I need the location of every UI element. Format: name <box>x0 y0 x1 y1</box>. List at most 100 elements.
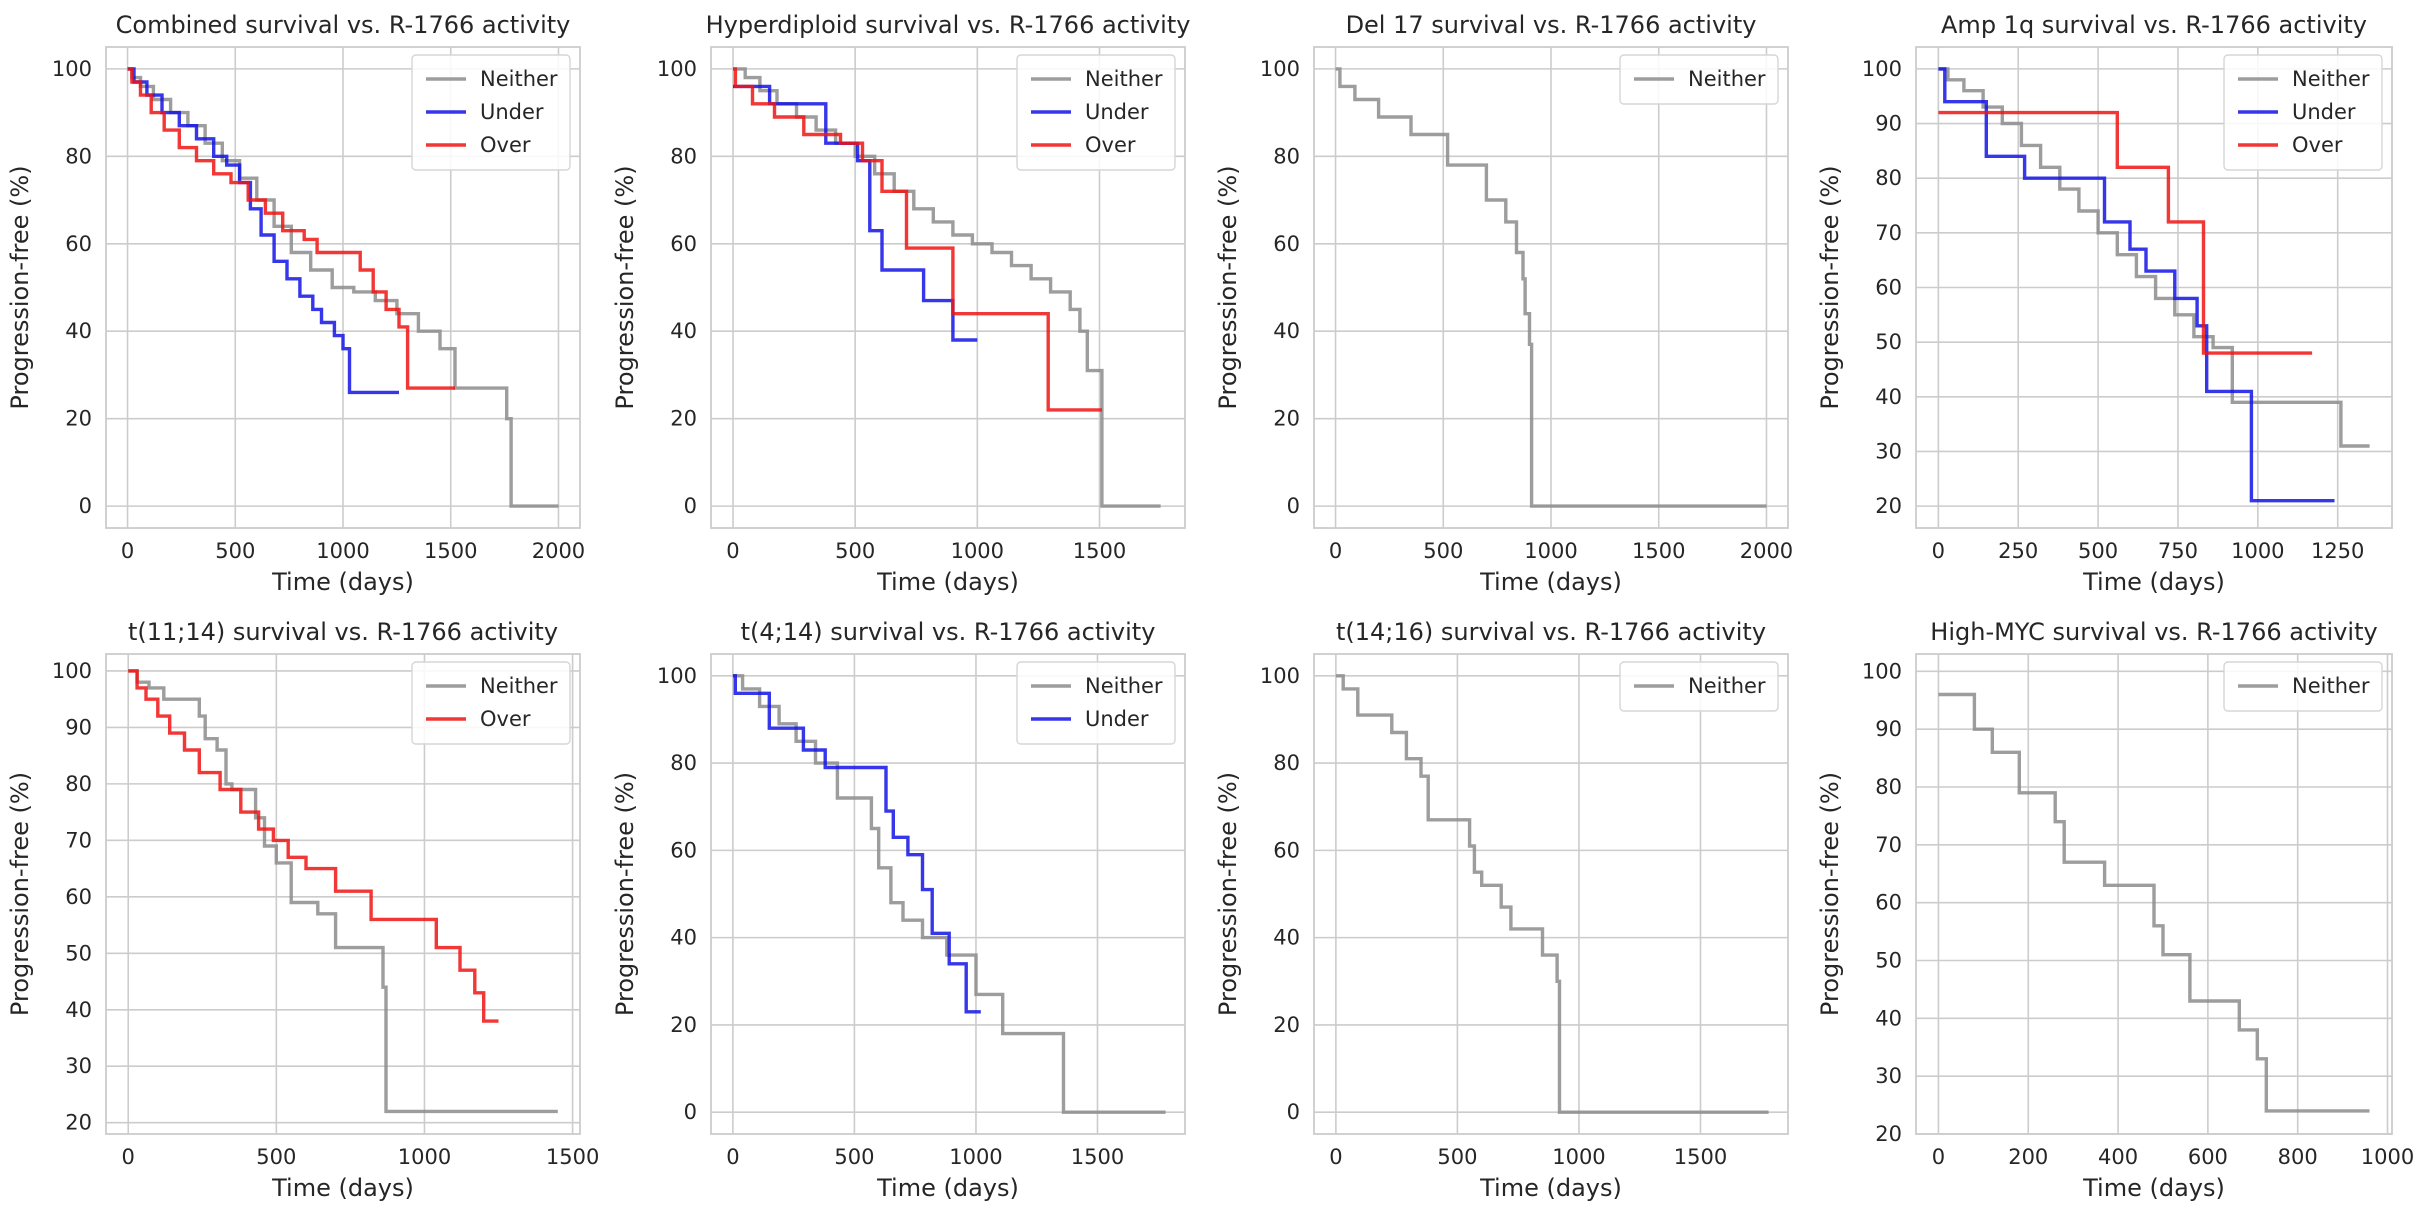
y-tick-label: 20 <box>1875 1122 1902 1146</box>
y-tick-label: 60 <box>1875 276 1902 300</box>
x-tick-label: 1500 <box>546 1145 599 1169</box>
y-tick-label: 60 <box>670 232 697 256</box>
x-axis-label: Time (days) <box>271 568 414 596</box>
y-tick-label: 60 <box>670 838 697 862</box>
x-axis-label: Time (days) <box>1479 1174 1622 1202</box>
plot-frame <box>1313 46 1789 529</box>
legend: Neither <box>2223 661 2383 712</box>
y-tick-label: 40 <box>1875 385 1902 409</box>
x-tick-label: 1500 <box>1632 539 1685 563</box>
x-tick-label: 500 <box>835 539 875 563</box>
legend-label: Neither <box>2292 67 2370 91</box>
x-tick-label: 800 <box>2278 1145 2318 1169</box>
x-axis-label: Time (days) <box>1479 568 1622 596</box>
x-tick-label: 0 <box>1329 1145 1342 1169</box>
y-tick-label: 80 <box>65 772 92 796</box>
y-tick-label: 40 <box>1875 1006 1902 1030</box>
y-tick-label: 20 <box>670 407 697 431</box>
y-axis-label: Progression-free (%) <box>1214 772 1242 1016</box>
panel-title: Del 17 survival vs. R-1766 activity <box>1346 11 1757 39</box>
y-tick-label: 0 <box>1287 1100 1300 1124</box>
panel-title: High-MYC survival vs. R-1766 activity <box>1930 618 2377 646</box>
legend: Neither <box>1619 661 1779 712</box>
legend: Neither Under Over <box>411 54 571 171</box>
x-tick-label: 1000 <box>398 1145 451 1169</box>
y-tick-label: 80 <box>65 144 92 168</box>
y-tick-label: 0 <box>684 1100 697 1124</box>
legend-box <box>1619 661 1779 712</box>
x-tick-label: 500 <box>215 539 255 563</box>
y-tick-label: 30 <box>65 1054 92 1078</box>
y-tick-label: 70 <box>1875 221 1902 245</box>
series-line-under <box>1938 67 2335 503</box>
x-tick-label: 1500 <box>424 539 477 563</box>
panel-5: 0 500 1000 1500 20 30 40 50 60 70 80 90 100 t(11;14) … <box>6 618 599 1202</box>
panel-4: 0 250 500 750 1000 1250 20 30 40 50 60 70 80 90 100 Amp… <box>1816 11 2393 596</box>
x-tick-label: 500 <box>1437 1145 1477 1169</box>
x-tick-label: 400 <box>2098 1145 2138 1169</box>
y-tick-label: 20 <box>1273 1013 1300 1037</box>
x-tick-label: 1000 <box>2361 1145 2414 1169</box>
plot-frame <box>105 46 581 529</box>
y-tick-label: 100 <box>657 664 697 688</box>
y-tick-label: 80 <box>670 751 697 775</box>
y-axis-label: Progression-free (%) <box>1816 772 1844 1016</box>
legend-label: Over <box>480 133 531 157</box>
y-tick-label: 60 <box>65 885 92 909</box>
x-tick-label: 1500 <box>1674 1145 1727 1169</box>
x-tick-label: 2000 <box>532 539 585 563</box>
legend-label: Neither <box>1085 674 1163 698</box>
panel-title: Amp 1q survival vs. R-1766 activity <box>1941 11 2367 39</box>
y-tick-label: 100 <box>1260 664 1300 688</box>
series-line-neither <box>1335 67 1767 508</box>
x-tick-label: 500 <box>256 1145 296 1169</box>
y-tick-label: 40 <box>65 319 92 343</box>
y-tick-label: 20 <box>65 407 92 431</box>
x-axis-label: Time (days) <box>2082 1174 2225 1202</box>
y-tick-label: 90 <box>1875 717 1902 741</box>
y-tick-label: 100 <box>1862 57 1902 81</box>
series-line-under <box>127 67 399 395</box>
y-tick-label: 80 <box>670 144 697 168</box>
x-tick-label: 500 <box>2078 539 2118 563</box>
y-tick-label: 20 <box>670 1013 697 1037</box>
y-tick-label: 90 <box>65 715 92 739</box>
panel-title: Hyperdiploid survival vs. R-1766 activit… <box>706 11 1191 39</box>
panel-8: 0 200 400 600 800 1000 20 30 40 50 60 70 80 90 100 High… <box>1816 618 2414 1202</box>
legend-label: Under <box>480 100 544 124</box>
legend-label: Neither <box>1085 67 1163 91</box>
legend-box <box>411 661 571 745</box>
y-axis-label: Progression-free (%) <box>6 772 34 1016</box>
series-line-over <box>127 67 455 390</box>
legend-label: Over <box>2292 133 2343 157</box>
panel-6: 0 500 1000 1500 0 20 40 60 80 100 t(4;14) survival… <box>611 618 1186 1202</box>
legend-box <box>1016 661 1176 745</box>
legend-label: Over <box>1085 133 1136 157</box>
panel-7: 0 500 1000 1500 0 20 40 60 80 100 t(14;16) surviva… <box>1214 618 1789 1202</box>
series-line-neither <box>1938 692 2370 1113</box>
x-tick-label: 1500 <box>1073 539 1126 563</box>
legend-label: Under <box>1085 100 1149 124</box>
series-line-neither <box>127 67 559 508</box>
series-line-under <box>732 674 981 1014</box>
x-tick-label: 500 <box>834 1145 874 1169</box>
x-tick-label: 0 <box>1932 539 1945 563</box>
y-tick-label: 50 <box>65 941 92 965</box>
panel-1: 0 500 1000 1500 2000 0 20 40 60 80 100 Combined sur… <box>6 11 585 596</box>
y-tick-label: 0 <box>79 494 92 518</box>
y-tick-label: 80 <box>1273 144 1300 168</box>
panel-2: 0 500 1000 1500 0 20 40 60 80 100 Hyperdiploid sur… <box>611 11 1190 596</box>
legend-label: Under <box>1085 707 1149 731</box>
x-tick-label: 0 <box>122 1145 135 1169</box>
plot-frame <box>105 653 581 1135</box>
series-line-neither <box>732 674 1166 1114</box>
x-tick-label: 600 <box>2188 1145 2228 1169</box>
x-axis-label: Time (days) <box>876 568 1019 596</box>
legend-box <box>1016 54 1176 171</box>
x-tick-label: 0 <box>726 539 739 563</box>
y-axis-label: Progression-free (%) <box>1816 165 1844 409</box>
panel-title: t(11;14) survival vs. R-1766 activity <box>128 618 558 646</box>
series-line-over <box>733 67 1102 412</box>
legend: Neither Under Over <box>2223 54 2383 171</box>
y-tick-label: 30 <box>1875 439 1902 463</box>
